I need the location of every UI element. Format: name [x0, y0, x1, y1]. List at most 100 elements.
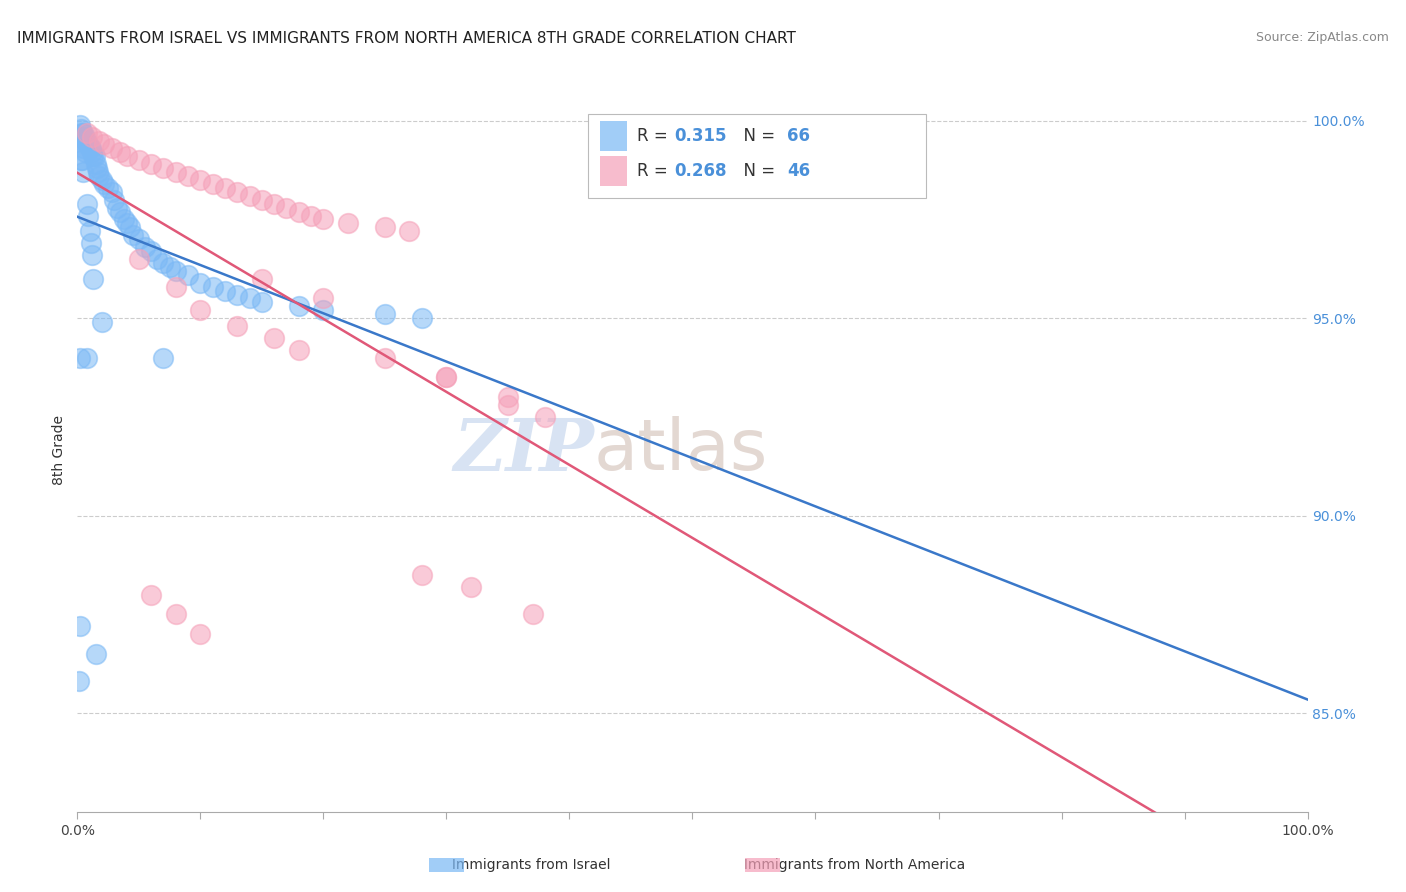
Point: [250, 271, 273, 285]
Point: [70, 121, 93, 136]
Point: [87, 165, 110, 179]
Point: [159, 260, 181, 274]
Point: [226, 287, 249, 301]
Text: IMMIGRANTS FROM ISRAEL VS IMMIGRANTS FROM NORTH AMERICA 8TH GRADE CORRELATION CH: IMMIGRANTS FROM ISRAEL VS IMMIGRANTS FRO…: [17, 31, 796, 46]
Point: [165, 607, 187, 622]
Point: [152, 161, 174, 176]
Point: [89, 134, 111, 148]
Text: N =: N =: [733, 161, 780, 180]
Point: [299, 209, 322, 223]
Point: [67, 674, 90, 689]
Point: [105, 201, 128, 215]
Point: [188, 173, 212, 187]
Point: [239, 292, 262, 306]
Point: [134, 240, 156, 254]
Point: [69, 619, 91, 633]
Point: [398, 224, 420, 238]
Point: [70, 153, 93, 168]
Point: [101, 141, 124, 155]
Point: [73, 129, 96, 144]
Point: [84, 647, 107, 661]
Point: [288, 343, 311, 357]
Point: [72, 141, 94, 155]
Point: [152, 351, 174, 365]
Text: N =: N =: [733, 128, 780, 145]
Point: [214, 284, 236, 298]
Point: [79, 224, 101, 238]
Point: [152, 256, 174, 270]
Point: [84, 157, 107, 171]
Point: [77, 137, 100, 152]
Point: [165, 264, 187, 278]
Point: [70, 134, 93, 148]
Point: [188, 303, 212, 318]
Point: [411, 311, 433, 326]
Text: 0.315: 0.315: [673, 128, 727, 145]
Text: Source: ZipAtlas.com: Source: ZipAtlas.com: [1256, 31, 1389, 45]
Point: [312, 303, 335, 318]
Point: [86, 161, 108, 176]
Point: [97, 181, 120, 195]
Y-axis label: 8th Grade: 8th Grade: [52, 416, 66, 485]
Point: [73, 145, 96, 160]
Text: Immigrants from Israel: Immigrants from Israel: [430, 858, 610, 872]
Point: [101, 185, 124, 199]
Point: [374, 307, 396, 321]
Point: [337, 216, 360, 230]
Point: [177, 268, 200, 282]
Point: [76, 351, 98, 365]
Point: [69, 351, 91, 365]
Point: [141, 157, 163, 171]
Point: [165, 279, 187, 293]
Point: [128, 252, 150, 266]
Point: [188, 276, 212, 290]
Point: [411, 567, 433, 582]
Point: [436, 370, 458, 384]
Point: [226, 319, 249, 334]
Text: ZIP: ZIP: [453, 415, 595, 486]
Point: [115, 149, 138, 163]
Point: [80, 141, 103, 155]
Text: 0.268: 0.268: [673, 161, 727, 180]
Point: [263, 331, 285, 345]
Point: [165, 165, 187, 179]
Point: [288, 299, 311, 313]
Point: [128, 232, 150, 246]
Point: [110, 145, 132, 160]
FancyBboxPatch shape: [600, 156, 627, 186]
Point: [250, 193, 273, 207]
Point: [82, 149, 104, 163]
Point: [496, 390, 519, 404]
FancyBboxPatch shape: [600, 121, 627, 152]
Point: [226, 185, 249, 199]
Point: [141, 588, 163, 602]
Point: [89, 169, 111, 183]
Point: [312, 292, 335, 306]
Point: [76, 137, 98, 152]
Point: [77, 209, 100, 223]
Point: [460, 580, 482, 594]
Point: [75, 134, 97, 148]
Point: [276, 201, 298, 215]
Point: [115, 216, 138, 230]
Text: R =: R =: [637, 161, 673, 180]
Text: atlas: atlas: [595, 416, 769, 485]
Text: Immigrants from North America: Immigrants from North America: [721, 858, 966, 872]
Point: [79, 141, 101, 155]
Point: [263, 196, 285, 211]
Point: [72, 126, 94, 140]
Point: [128, 153, 150, 168]
Point: [522, 607, 544, 622]
Point: [112, 212, 135, 227]
Point: [80, 236, 103, 251]
Point: [70, 153, 93, 168]
Point: [83, 149, 105, 163]
Point: [110, 204, 132, 219]
Point: [69, 118, 91, 132]
Point: [288, 204, 311, 219]
Text: R =: R =: [637, 128, 673, 145]
Point: [82, 248, 104, 262]
Point: [141, 244, 163, 258]
Point: [146, 252, 169, 266]
Point: [82, 129, 104, 144]
